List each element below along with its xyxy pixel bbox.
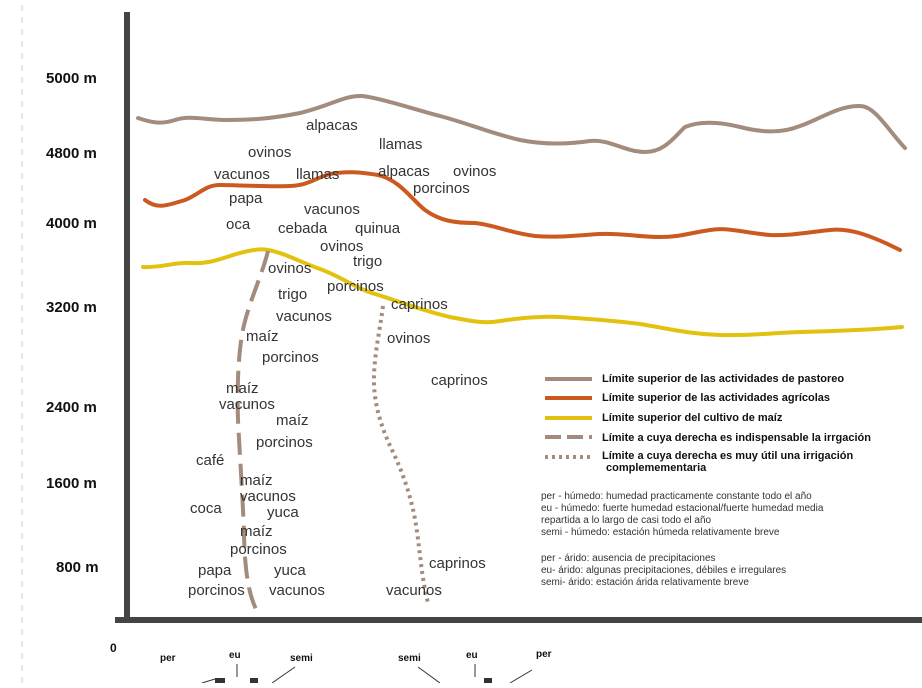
note-humid-line: eu - húmedo: fuerte humedad estacional/f… [541, 503, 824, 514]
legend-label-irrigacion-indispensable: Límite a cuya derecha es indispensable l… [602, 432, 871, 444]
x-tick-eu-arid: eu [466, 650, 478, 661]
note-humid-line: repartida a lo largo de casi todo el año [541, 515, 712, 526]
y-tick-label: 1600 m [46, 475, 97, 492]
label-porcinos: porcinos [413, 180, 470, 197]
label-vacunos: vacunos [214, 166, 270, 183]
label-porcinos: porcinos [188, 582, 245, 599]
label-papa: papa [198, 562, 232, 579]
label-vacunos: vacunos [276, 308, 332, 325]
x-tick-per-humid: per [160, 653, 176, 664]
crop-labels: alpacas llamas ovinos vacunos llamas alp… [188, 117, 496, 599]
label-llamas: llamas [296, 166, 339, 183]
label-quinua: quinua [355, 220, 401, 237]
label-maiz: maíz [276, 412, 309, 429]
label-llamas: llamas [379, 136, 422, 153]
label-maiz: maíz [246, 328, 279, 345]
label-trigo: trigo [353, 253, 382, 270]
label-maiz: maíz [226, 380, 259, 397]
y-tick-label: 4800 m [46, 145, 97, 162]
line-irrigacion-util [371, 305, 430, 604]
cropped-word-fragment [250, 678, 258, 683]
legend-label-pastoreo: Límite superior de las actividades de pa… [602, 373, 844, 385]
label-maiz: maíz [240, 472, 273, 489]
legend-label-agricolas: Límite superior de las actividades agríc… [602, 392, 830, 404]
label-porcinos: porcinos [256, 434, 313, 451]
label-vacunos: vacunos [240, 488, 296, 505]
cropped-word-fragment [484, 678, 492, 683]
label-ovinos: ovinos [248, 144, 291, 161]
label-caprinos: caprinos [391, 296, 448, 313]
line-pastoreo [136, 93, 907, 155]
label-porcinos: porcinos [327, 278, 384, 295]
cropped-bottom-words [215, 678, 492, 683]
label-caprinos: caprinos [429, 555, 486, 572]
x-tick-semi-humid: semi [290, 653, 313, 664]
line-irrigacion-indispensable [235, 250, 270, 614]
label-vacunos: vacunos [219, 396, 275, 413]
label-porcinos: porcinos [230, 541, 287, 558]
label-vacunos: vacunos [386, 582, 442, 599]
legend-label-irrigacion-util-line2: complemementaria [606, 462, 707, 474]
label-cafe: café [196, 452, 224, 469]
x-tick-connectors [201, 664, 533, 684]
notes-humid: per - húmedo: humedad practicamente cons… [541, 491, 824, 538]
x-connector [201, 678, 216, 684]
label-vacunos: vacunos [269, 582, 325, 599]
label-ovinos: ovinos [268, 260, 311, 277]
y-tick-label: 4000 m [46, 215, 97, 232]
legend-label-maiz: Límite superior del cultivo de maíz [602, 412, 783, 424]
y-tick-labels: 5000 m 4800 m 4000 m 3200 m 2400 m 1600 … [46, 70, 117, 655]
note-arid-line: per - árido: ausencia de precipitaciones [541, 553, 716, 564]
label-caprinos: caprinos [431, 372, 488, 389]
x-connector [509, 669, 533, 684]
label-ovinos: ovinos [320, 238, 363, 255]
note-arid-line: eu- árido: algunas precipitaciones, débi… [541, 565, 786, 576]
note-humid-line: per - húmedo: humedad practicamente cons… [541, 491, 812, 502]
legend-label-irrigacion-util: Límite a cuya derecha es muy útil una ir… [602, 450, 856, 474]
y-tick-label: 5000 m [46, 70, 97, 87]
label-vacunos: vacunos [304, 201, 360, 218]
x-connector [271, 666, 296, 684]
label-ovinos: ovinos [387, 330, 430, 347]
x-tick-labels: per eu semi semi eu per [160, 649, 552, 664]
x-tick-semi-arid: semi [398, 653, 421, 664]
x-connector [417, 666, 441, 684]
notes-arid: per - árido: ausencia de precipitaciones… [541, 553, 786, 588]
x-tick-per-arid: per [536, 649, 552, 660]
y-tick-label: 2400 m [46, 399, 97, 416]
line-agricolas [143, 170, 902, 252]
label-ovinos: ovinos [453, 163, 496, 180]
label-yuca: yuca [274, 562, 306, 579]
x-tick-eu-humid: eu [229, 650, 241, 661]
note-arid-line: semi- árido: estación árida relativament… [541, 577, 749, 588]
label-porcinos: porcinos [262, 349, 319, 366]
y-tick-label: 800 m [56, 559, 99, 576]
label-oca: oca [226, 216, 251, 233]
y-tick-label: 0 [110, 641, 117, 655]
legend: Límite superior de las actividades de pa… [545, 373, 871, 474]
label-alpacas: alpacas [306, 117, 358, 134]
line-maiz [141, 247, 904, 338]
note-humid-line: semi - húmedo: estación húmeda relativam… [541, 527, 780, 538]
label-papa: papa [229, 190, 263, 207]
legend-label-irrigacion-util-line1: Límite a cuya derecha es muy útil una ir… [602, 450, 854, 462]
y-tick-label: 3200 m [46, 299, 97, 316]
label-yuca: yuca [267, 504, 299, 521]
label-cebada: cebada [278, 220, 328, 237]
label-alpacas: alpacas [378, 163, 430, 180]
cropped-word-fragment [215, 678, 225, 683]
label-coca: coca [190, 500, 222, 517]
label-trigo: trigo [278, 286, 307, 303]
label-maiz: maíz [240, 523, 273, 540]
